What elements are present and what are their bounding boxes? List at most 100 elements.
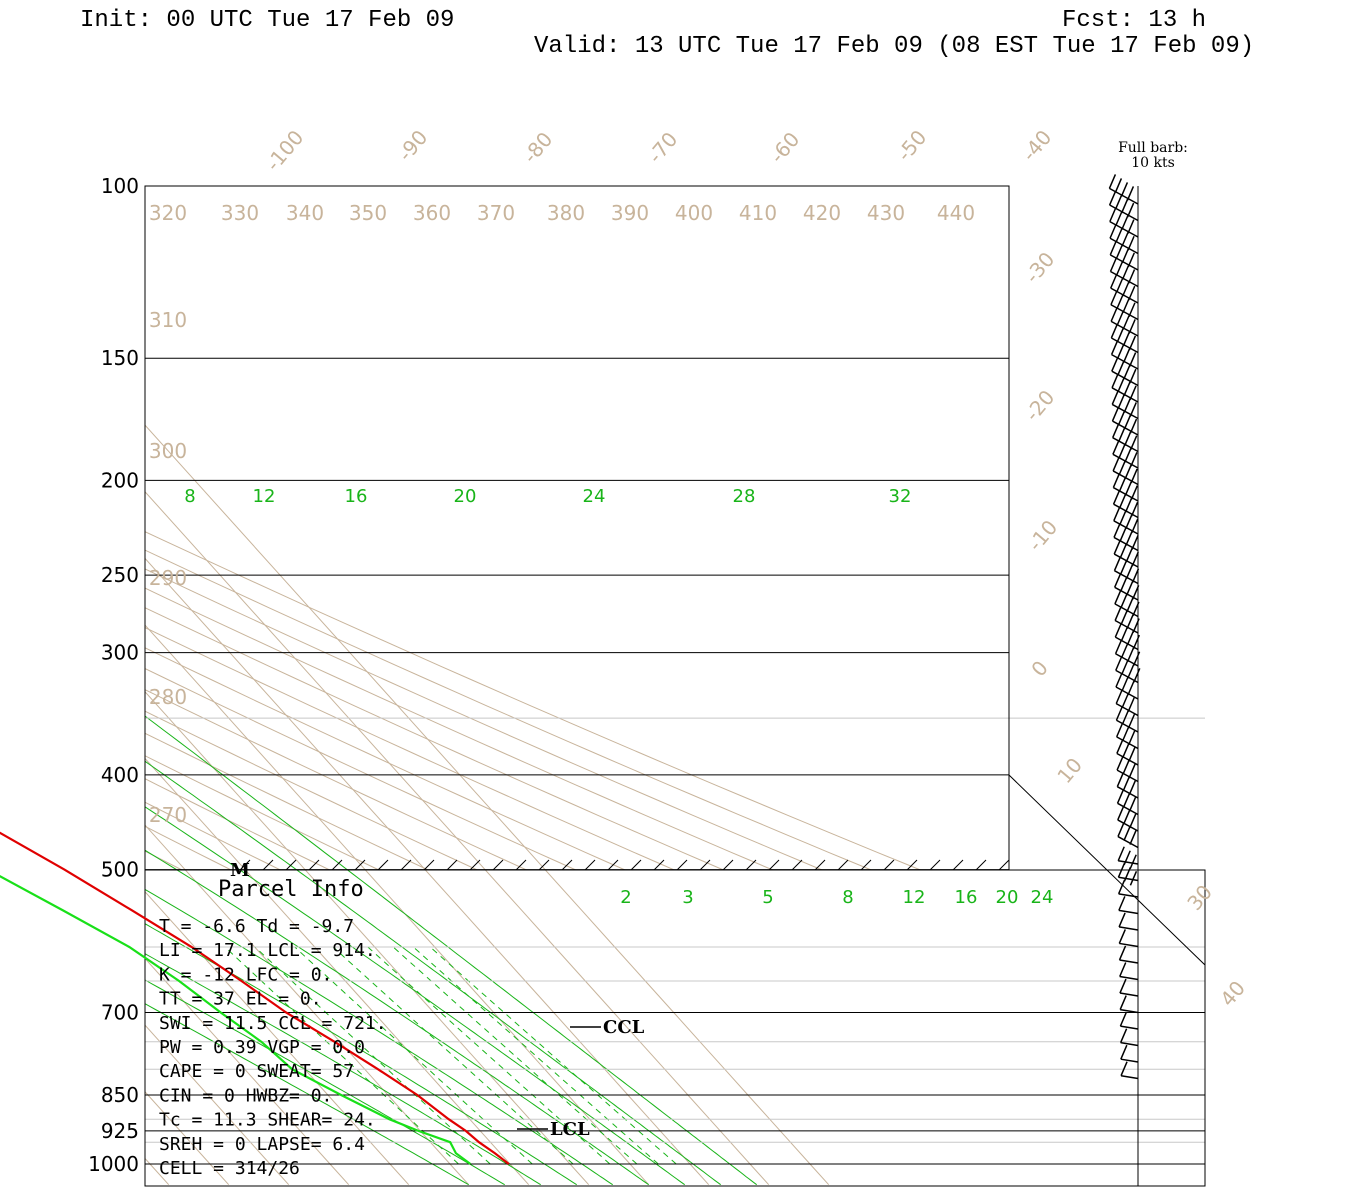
wind-barb-flag [1117,394,1125,409]
wind-barb-flag [1121,215,1129,230]
forecast-hour: Fcst: 13 h [1062,7,1206,34]
wind-barb-flag [1109,223,1117,239]
hatch-mark [469,859,481,871]
hatch-mark [768,859,780,871]
parcel-info-row: Tc = 11.3 SHEAR= 24. [159,1110,376,1131]
dry-adiabat-line [0,186,776,1185]
isotherm-label: -80 [518,127,557,167]
wind-barb-flag [1120,626,1129,642]
wind-barb-flag [1125,564,1134,579]
wind-barb-flag [1119,1028,1128,1043]
wind-barb-shaft [1117,819,1139,832]
mixing-ratio-label: 16 [955,887,978,908]
wind-barb-flag [1115,689,1123,704]
wind-barb-flag [1118,896,1126,911]
wind-barb-flag [1130,452,1138,467]
wind-barb-flag [1109,257,1118,272]
wind-barb-flag [1119,1011,1128,1027]
parcel-info-row: K = -12 LFC = 0. [159,964,332,985]
theta-label: 440 [937,201,975,225]
wind-barb-flag [1123,364,1131,380]
wind-barb-flag [1113,523,1121,538]
pressure-label: 150 [101,346,139,370]
wind-barb-shaft [1116,719,1139,733]
wind-barb-shaft [1109,187,1139,205]
hatch-mark [377,859,389,871]
wind-barb-flag [1131,535,1139,550]
wind-barb-flag [1114,194,1123,210]
isotherm-line [145,891,410,1186]
wind-barb-flag [1116,311,1124,326]
hatch-mark [630,859,642,871]
wind-barb-flag [1123,850,1131,866]
wind-barb-flag [1112,489,1121,505]
dry-adiabat-line [0,186,593,1185]
wind-barb-shaft [1117,802,1139,816]
isotherm-line [0,186,109,1185]
moist-adiabat-line [176,870,649,1186]
wind-barb-shaft [1115,702,1139,717]
pressure-label: 925 [101,1119,139,1143]
isotherm-line [145,557,427,870]
wind-barb-flag [1127,713,1136,729]
isotherm-line [484,870,770,1186]
wind-barb-shaft [1111,337,1139,354]
wind-barb-flag [1118,929,1126,944]
wind-barb-flag [1126,597,1134,613]
wind-barb-flag [1114,589,1122,605]
wind-barb-flag [1122,793,1131,808]
wind-barb-flag [1125,531,1133,546]
dry-adiabat-line [145,626,676,870]
wind-barb-flag [1121,265,1130,280]
wind-barb-flag [1118,444,1126,459]
isotherm-label: -20 [1020,385,1059,425]
mixing-ratio-line [392,946,638,1165]
wind-barb-shaft [1119,942,1139,948]
wind-barb-flag [1119,560,1128,575]
theta-label: 380 [547,201,585,225]
wind-barb-flag [1110,307,1118,322]
moist-adiabat-line [295,870,721,1186]
wind-barb-flag [1120,593,1128,609]
wind-barb-flag [1116,344,1125,359]
wind-barb-flag [1116,772,1125,788]
isotherm-label: -10 [1023,515,1062,555]
isotherm-line [145,1024,290,1186]
wind-barb-flag [1118,493,1127,509]
wind-barb-shaft [1120,1041,1139,1047]
isotherm-label: -90 [393,125,432,165]
wind-barb-flag [1114,178,1123,193]
mixing-ratio-label: 24 [1031,887,1054,908]
mixing-ratio-label: 16 [345,486,368,507]
wind-barb-flag [1124,448,1132,463]
pressure-label: 200 [101,468,139,492]
theta-label: 310 [149,308,187,332]
mixing-ratio-label: 28 [733,486,756,507]
parcel-info-title: Parcel Info [218,877,364,902]
wind-barb-flag [1112,423,1120,438]
dry-adiabat-line [145,607,725,870]
wind-barb-shaft [1110,320,1139,337]
wind-barb-flag [1112,440,1120,455]
dry-adiabat-line [145,531,922,870]
wind-barb-flag [1120,182,1129,197]
wind-barb-flag [1111,406,1120,422]
moist-adiabat-line [145,1003,469,1186]
parcel-info-row: CELL = 314/26 [159,1158,300,1179]
hatch-mark [791,859,803,871]
isotherm-label: -60 [765,127,804,167]
pressure-label: 500 [101,858,139,882]
hatch-mark [607,859,619,871]
isotherm-line [145,1157,170,1186]
hatch-mark [538,859,550,871]
isotherm-line [364,870,650,1186]
hatch-mark [952,859,964,871]
ccl-label: CCL [603,1017,645,1038]
wind-barb-flag [1123,826,1131,841]
parcel-info-row: SWI = 11.5 CCL = 721. [159,1013,387,1034]
mixing-ratio-label: 3 [682,887,693,908]
parcel-info-row: SREH = 0 LAPSE= 6.4 [159,1134,365,1155]
isotherm-line [145,824,187,870]
wind-barb-flag [1114,639,1123,655]
